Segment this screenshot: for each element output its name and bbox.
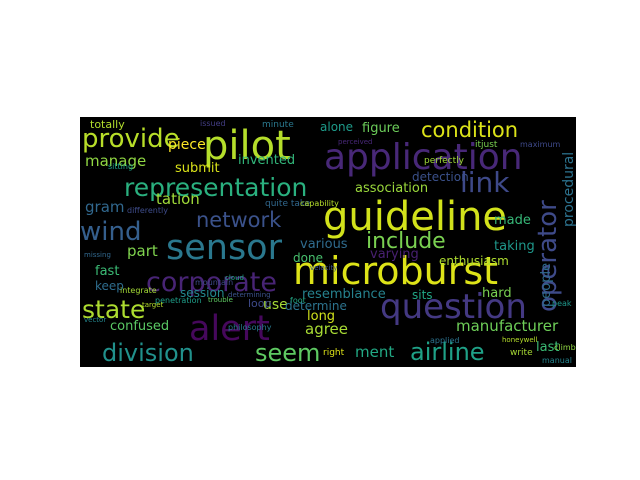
word: totally <box>90 118 125 131</box>
word: link <box>460 166 510 199</box>
word: target <box>142 301 164 309</box>
word: network <box>196 208 282 232</box>
word: guideline <box>323 194 508 240</box>
word: invented <box>238 153 296 168</box>
word: session <box>180 286 225 300</box>
word: made <box>494 213 531 228</box>
word: missing <box>84 251 111 259</box>
word: condition <box>421 118 519 142</box>
word: peak <box>552 299 572 308</box>
word: question <box>380 287 527 327</box>
word: manufacturer <box>456 317 559 335</box>
word: airline <box>410 338 485 366</box>
word: sits <box>412 288 433 302</box>
word: differently <box>127 206 168 215</box>
word: itjust <box>475 140 498 150</box>
word: microburst <box>293 249 499 293</box>
word: figure <box>362 121 400 136</box>
word: taking <box>494 239 535 254</box>
word: perceived <box>338 138 373 146</box>
word: issued <box>200 119 226 128</box>
word: keep <box>95 279 124 293</box>
word: hard <box>482 286 512 301</box>
word: quite take <box>265 199 311 209</box>
word: climb <box>554 343 576 352</box>
word: minute <box>262 120 294 130</box>
word: vector <box>84 316 107 324</box>
word: corporate <box>146 267 277 298</box>
word: mountain <box>195 278 234 287</box>
word: capability <box>300 199 339 208</box>
word: piece <box>168 137 206 153</box>
word: sensor <box>166 228 282 268</box>
word: velocity <box>310 264 338 272</box>
word: gram <box>85 198 125 216</box>
word: tation <box>156 190 200 208</box>
word: confused <box>110 319 170 334</box>
word: loop <box>248 297 272 310</box>
word: wind <box>80 217 142 247</box>
word: long <box>307 309 336 324</box>
word: various <box>300 237 348 252</box>
word: manual <box>542 356 572 365</box>
word: cloud <box>225 274 244 282</box>
word: perfectly <box>424 156 464 166</box>
word: part <box>127 242 158 260</box>
word: enthusiasm <box>439 254 509 268</box>
word: maximum <box>520 140 561 149</box>
word: pilot <box>203 123 291 169</box>
word: right <box>323 348 345 358</box>
word: procedural <box>561 151 576 227</box>
word: integrate <box>120 286 157 295</box>
word: application <box>324 137 523 178</box>
word: include <box>366 229 446 254</box>
word: ment <box>355 343 395 361</box>
word: use <box>263 297 288 313</box>
word: fast <box>95 264 120 279</box>
word: alert <box>189 309 270 349</box>
word: submit <box>175 161 220 176</box>
word: division <box>102 339 194 367</box>
word: detection <box>412 170 469 184</box>
word: determine <box>285 299 347 313</box>
word-cloud-canvas: microburst guideline application pilot q… <box>80 117 576 367</box>
word: agree <box>305 320 349 338</box>
word: penetration <box>155 296 202 305</box>
word: resemblance <box>302 287 386 302</box>
word: representation <box>124 173 308 202</box>
word: last <box>536 340 560 355</box>
word: provide <box>82 124 180 154</box>
word: foot <box>290 296 306 305</box>
word: applied <box>430 336 460 345</box>
word: manage <box>85 152 147 170</box>
word: write <box>510 348 533 358</box>
word: philosophy <box>228 323 272 332</box>
word: determining <box>228 291 271 299</box>
word: association <box>355 181 429 196</box>
word: state <box>82 295 146 324</box>
word: done <box>293 251 323 265</box>
word: seem <box>255 339 321 367</box>
word: sitting <box>108 162 134 171</box>
word: varying <box>370 247 419 262</box>
word: trouble <box>208 296 233 304</box>
word: alone <box>320 120 354 134</box>
word: honeywell <box>502 336 538 344</box>
